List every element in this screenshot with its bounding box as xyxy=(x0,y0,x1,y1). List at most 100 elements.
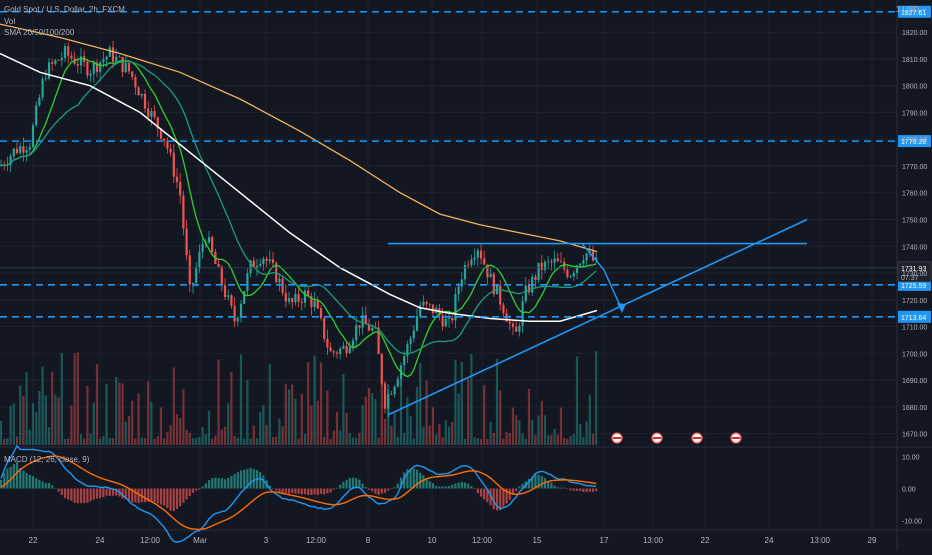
currency-label[interactable]: 1 USD ÷ xyxy=(895,5,926,14)
macd-histogram-bar xyxy=(28,474,31,489)
candle-body xyxy=(19,146,22,154)
macd-histogram-bar xyxy=(550,482,553,489)
volume-bar xyxy=(102,436,105,445)
candle-body xyxy=(201,243,204,252)
candle-body xyxy=(121,57,124,73)
candle-body xyxy=(278,278,281,283)
volume-bar xyxy=(415,387,419,445)
volume-bar xyxy=(412,438,415,445)
macd-histogram-bar xyxy=(89,488,92,502)
volume-bar xyxy=(419,363,422,445)
volume-bar xyxy=(297,438,300,445)
volume-bar xyxy=(422,426,425,445)
macd-histogram-bar xyxy=(143,488,147,503)
candle-body xyxy=(175,176,179,183)
candle-body xyxy=(169,148,172,153)
drawings xyxy=(387,218,808,416)
volume-bar xyxy=(262,405,265,445)
candle-body xyxy=(118,56,121,58)
price-tick-label: 1700.00 xyxy=(902,351,927,358)
volume-bar xyxy=(579,424,582,445)
symbol-legend[interactable]: Gold Spot / U.S. Dollar, 2h, FXCM xyxy=(4,5,125,14)
macd-histogram-bar xyxy=(297,488,300,494)
candle-body xyxy=(348,347,351,354)
time-tick-label: 24 xyxy=(96,536,105,545)
time-tick-label: 12:00 xyxy=(306,536,327,545)
volume-bar xyxy=(25,372,28,445)
macd-histogram-bar xyxy=(412,468,415,489)
volume-bar xyxy=(438,423,441,445)
macd-histogram-bar xyxy=(367,488,371,490)
macd-histogram-bar xyxy=(70,488,73,501)
volume-bar xyxy=(291,384,294,445)
macd-line xyxy=(0,444,597,543)
candle-body xyxy=(150,111,153,117)
macd-histogram-bar xyxy=(515,488,518,492)
volume-bar xyxy=(428,425,431,445)
macd-histogram-bar xyxy=(268,485,271,489)
macd-legend[interactable]: MACD (12, 26, close, 9) xyxy=(4,455,90,464)
candle-body xyxy=(463,264,467,280)
candle-body xyxy=(585,253,588,261)
volume-bar xyxy=(547,435,550,445)
macd-histogram-bar xyxy=(447,486,451,489)
macd-histogram-bar xyxy=(595,488,598,492)
candle-body xyxy=(236,317,239,322)
volume-bar xyxy=(230,372,233,445)
volume-bar xyxy=(540,400,543,445)
volume-bar xyxy=(390,425,393,445)
candle-body xyxy=(393,386,396,395)
candle-body xyxy=(105,56,108,60)
macd-pane xyxy=(0,444,598,543)
volume-bar xyxy=(182,389,185,445)
candle-body xyxy=(412,330,415,339)
macd-histogram-bar xyxy=(99,488,102,499)
candle-body xyxy=(492,273,495,295)
candle-body xyxy=(31,125,35,147)
candle-body xyxy=(553,258,556,263)
price-tick-label: 1790.00 xyxy=(902,110,927,117)
time-tick-label: 8 xyxy=(366,536,371,545)
candle-body xyxy=(57,60,60,61)
price-tick-label: 1680.00 xyxy=(902,405,927,412)
volume-bar xyxy=(553,428,556,445)
macd-histogram-bar xyxy=(303,488,307,495)
event-icons xyxy=(611,432,742,444)
price-tick-label: 1670.00 xyxy=(902,432,927,439)
macd-histogram-bar xyxy=(92,488,95,500)
candle-body xyxy=(166,140,169,149)
macd-histogram-bar xyxy=(134,488,137,503)
macd-tick-label: -10.00 xyxy=(902,518,922,525)
macd-histogram-bar xyxy=(9,466,12,489)
volume-legend[interactable]: Vol xyxy=(4,17,16,26)
price-tick-label: 1810.00 xyxy=(902,57,927,64)
candle-body xyxy=(115,56,118,62)
candle-body xyxy=(76,63,79,66)
macd-histogram-bar xyxy=(163,488,166,506)
candle-body xyxy=(489,273,492,278)
candle-body xyxy=(255,265,259,268)
volume-bar xyxy=(319,362,323,445)
volume-bar xyxy=(243,438,246,445)
candle-body xyxy=(137,87,140,96)
sma-legend[interactable]: SMA 20/50/100/200 xyxy=(4,28,75,37)
macd-histogram-bar xyxy=(505,488,508,504)
candle-body xyxy=(223,285,227,297)
level-label: 1827.61 xyxy=(901,10,926,17)
volume-bar xyxy=(396,436,399,445)
macd-histogram-bar xyxy=(115,488,118,496)
volume-bar xyxy=(444,420,447,445)
candle-body xyxy=(134,76,137,88)
macd-histogram-bar xyxy=(454,483,457,489)
macd-histogram-bar xyxy=(35,478,38,489)
candle-body xyxy=(313,300,316,308)
candle-body xyxy=(441,315,444,327)
candle-body xyxy=(233,305,236,322)
candle-body xyxy=(476,250,479,258)
volume-bar xyxy=(473,436,476,445)
volume-bar xyxy=(451,421,454,445)
macd-histogram-bar xyxy=(41,481,44,489)
event-icon-flag xyxy=(693,437,701,439)
volume-bar xyxy=(531,420,534,445)
candle-body xyxy=(473,257,476,260)
